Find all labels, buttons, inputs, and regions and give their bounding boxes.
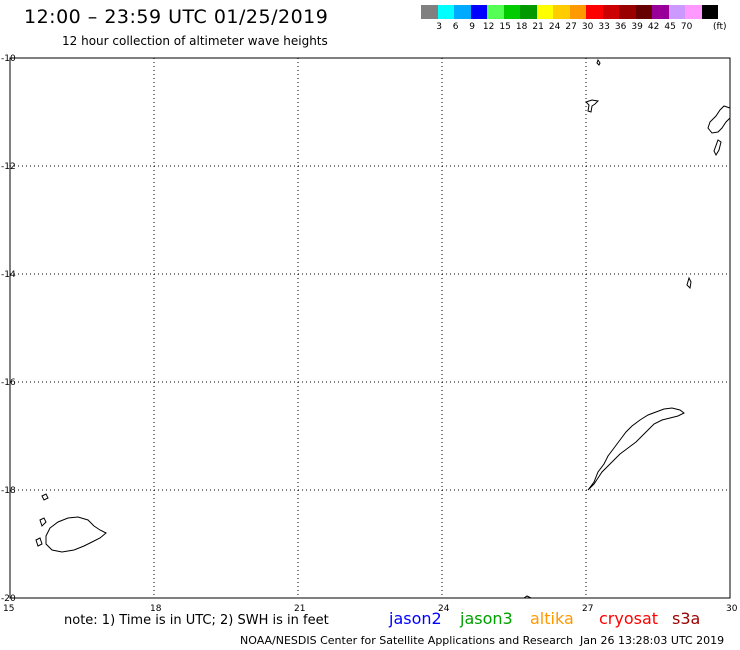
- coastline-islet-c: [713, 139, 722, 157]
- coastline-island-b: [585, 99, 600, 113]
- colorbar-swatch: [520, 5, 537, 19]
- colorbar-label: 6: [452, 22, 459, 32]
- colorbar-label: 21: [532, 22, 544, 32]
- longitude-label: 27: [582, 604, 593, 614]
- longitude-label: 24: [438, 604, 450, 614]
- colorbar-label: 24: [548, 22, 561, 32]
- colorbar-label: 9: [469, 22, 476, 32]
- colorbar-swatch: [569, 5, 586, 19]
- axis-labels: 15 18 21 24 27 30 -10 -12 -14 -16 -18 -20: [1, 54, 738, 614]
- colorbar-swatch: [586, 5, 603, 19]
- colorbar-swatch: [685, 5, 702, 19]
- colorbar-swatch: [619, 5, 636, 19]
- colorbar-swatch: [701, 5, 718, 19]
- colorbar-swatch: [470, 5, 487, 19]
- legend-s3a: s3a: [672, 609, 701, 628]
- coastline-island-g: [35, 537, 43, 547]
- colorbar-swatch: [437, 5, 454, 19]
- colorbar-label: 18: [515, 22, 528, 32]
- legend-jason2: jason2: [389, 609, 442, 628]
- coastline-islet-d: [686, 276, 692, 290]
- colorbar-swatch: [536, 5, 553, 19]
- footer-timestamp: Jan 26 13:28:03 UTC 2019: [580, 634, 725, 647]
- colorbar-label: 33: [598, 22, 610, 32]
- wave-height-colorbar: (ft) 3 6 9 12 15 18 21 24 27 30 33 36 39 42 45 70: [421, 5, 727, 34]
- latitude-label: -20: [1, 594, 16, 604]
- coastline-island-a: [596, 58, 601, 66]
- coastline-lake-kariba: [45, 516, 107, 553]
- colorbar-swatch: [553, 5, 570, 19]
- coastline-lake-malawi: [587, 407, 685, 491]
- footer-note: note: 1) Time is in UTC; 2) SWH is in fe…: [64, 613, 329, 628]
- colorbar-label: 42: [647, 22, 660, 32]
- coastline-island-h: [522, 595, 532, 599]
- colorbar-swatch: [668, 5, 685, 19]
- longitude-label: 18: [150, 604, 162, 614]
- colorbar-swatch: [602, 5, 619, 19]
- latitude-label: -18: [1, 486, 16, 496]
- colorbar-label: 3: [436, 22, 443, 32]
- colorbar-label: 27: [565, 22, 577, 32]
- map-title: 12:00 – 23:59 UTC 01/25/2019: [24, 6, 329, 28]
- colorbar-swatch: [421, 5, 438, 19]
- coastline-island-e: [41, 493, 49, 501]
- colorbar-label: 45: [664, 22, 676, 32]
- longitude-label: 15: [3, 604, 14, 614]
- map-subtitle: 12 hour collection of altimeter wave hei…: [62, 34, 328, 48]
- colorbar-swatch: [635, 5, 652, 19]
- colorbar-label: 36: [614, 22, 627, 32]
- coastline-island-f: [39, 517, 47, 527]
- colorbar-swatch: [454, 5, 471, 19]
- map-frame: [9, 57, 731, 599]
- footer-credit: NOAA/NESDIS Center for Satellite Applica…: [240, 634, 574, 647]
- colorbar-label: 15: [499, 22, 511, 32]
- latitude-label: -16: [1, 378, 16, 388]
- colorbar-label: 12: [482, 22, 495, 32]
- colorbar-unit: (ft): [713, 22, 727, 32]
- latitude-label: -10: [1, 54, 16, 64]
- colorbar-label: 39: [631, 22, 643, 32]
- colorbar-labels: (ft) 3 6 9 12 15 18 21 24 27 30 33 36 39 42 45 70: [421, 22, 726, 34]
- colorbar-label: 30: [581, 22, 594, 32]
- longitude-label: 21: [294, 604, 305, 614]
- colorbar-swatch: [652, 5, 669, 19]
- legend-altika: altika: [530, 609, 574, 628]
- colorbar-swatches: [421, 5, 718, 19]
- colorbar-swatch: [503, 5, 520, 19]
- latitude-label: -14: [1, 270, 16, 280]
- legend-cryosat: cryosat: [599, 609, 659, 628]
- coastlines: [35, 58, 731, 599]
- latitude-label: -12: [1, 162, 16, 172]
- longitude-label: 30: [726, 604, 738, 614]
- colorbar-label: 70: [680, 22, 693, 32]
- coastline-madagascar-north: [707, 105, 731, 134]
- colorbar-swatch: [487, 5, 504, 19]
- legend-jason3: jason3: [460, 609, 513, 628]
- graticule: [10, 58, 730, 598]
